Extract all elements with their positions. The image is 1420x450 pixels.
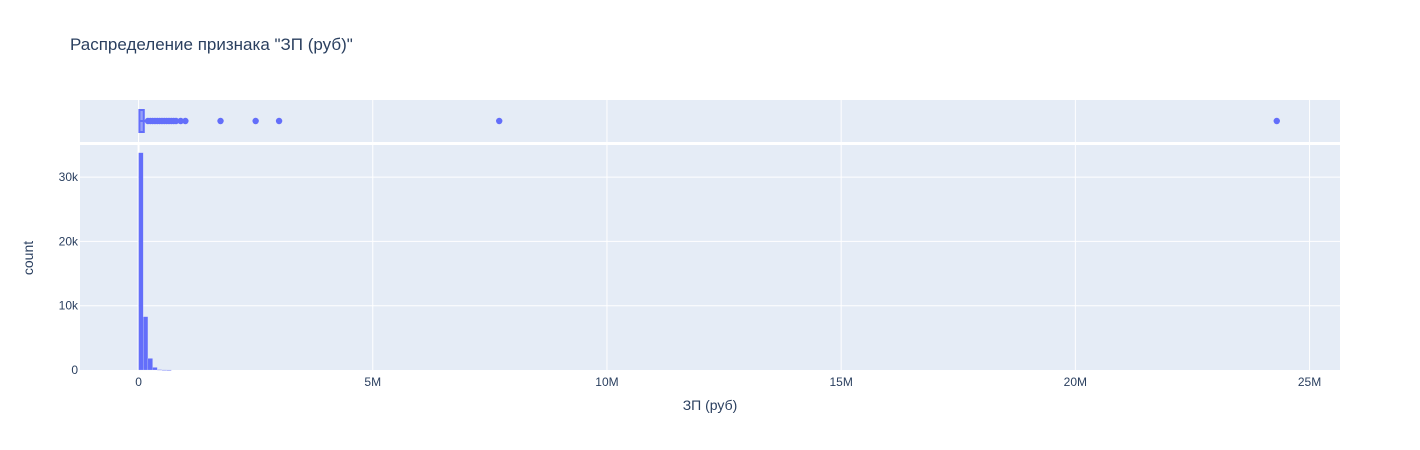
x-axis-title: ЗП (руб) <box>683 397 738 413</box>
x-tick-label: 20M <box>1064 375 1087 389</box>
y-tick-label: 0 <box>71 363 78 377</box>
histogram-bar <box>143 316 149 371</box>
histogram-bar <box>152 367 158 371</box>
histogram-plot-area <box>80 145 1340 370</box>
x-tick-label: 15M <box>829 375 852 389</box>
box-outlier-point <box>177 117 184 125</box>
y-axis-ticks: 0 10k 20k 30k <box>59 170 79 377</box>
box-outlier-point <box>172 117 180 125</box>
histogram-bar <box>161 369 167 371</box>
box-plot <box>138 109 1280 133</box>
x-tick-label: 0 <box>135 375 142 389</box>
box-plot-gridlines <box>138 100 1311 142</box>
box-outlier-point <box>1273 117 1280 125</box>
histogram-bars <box>138 152 172 371</box>
y-tick-label: 30k <box>59 170 79 184</box>
x-axis-ticks: 0 5M 10M 15M 20M 25M <box>135 375 1321 389</box>
box-plot-area <box>80 100 1340 142</box>
box-outlier-point <box>252 117 259 125</box>
histogram-bar <box>147 358 153 371</box>
chart-title: Распределение признака "ЗП (руб)" <box>70 35 353 54</box>
histogram-bar <box>138 152 144 371</box>
x-tick-label: 25M <box>1298 375 1321 389</box>
y-tick-label: 10k <box>59 299 79 313</box>
histogram-bar <box>166 369 172 371</box>
box-outlier-point <box>275 117 283 125</box>
box-outlier-point <box>182 117 189 125</box>
box-iqr <box>138 109 145 133</box>
box-outlier-point <box>217 117 224 125</box>
x-tick-label: 10M <box>595 375 618 389</box>
histogram-gridlines <box>80 145 1340 370</box>
y-tick-label: 20k <box>59 234 79 248</box>
x-tick-label: 5M <box>364 375 381 389</box>
box-outlier-point <box>496 117 503 125</box>
y-axis-title: count <box>20 241 36 275</box>
histogram-bar <box>157 369 163 371</box>
